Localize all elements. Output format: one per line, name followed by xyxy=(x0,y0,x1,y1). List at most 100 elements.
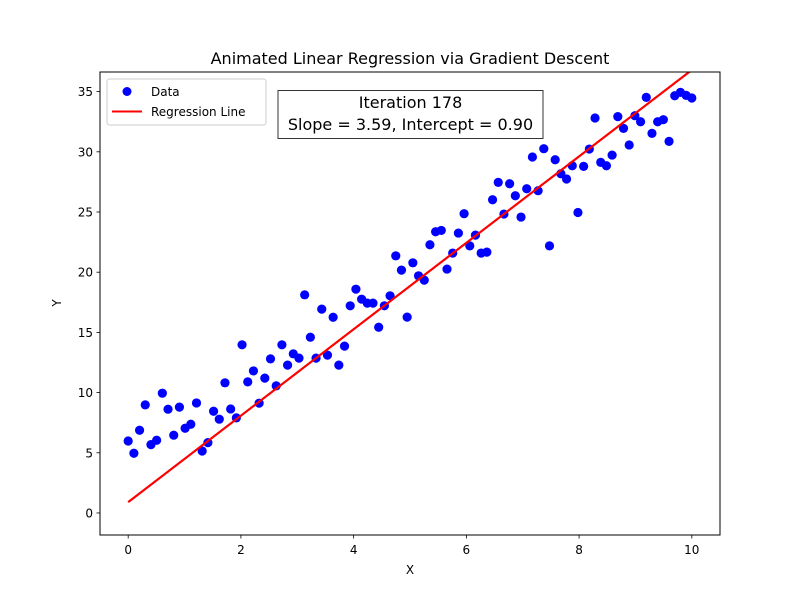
y-tick-label: 10 xyxy=(78,386,93,400)
axes-frame xyxy=(99,71,721,536)
data-point xyxy=(317,304,327,314)
data-point xyxy=(129,448,139,458)
data-point xyxy=(260,373,270,383)
data-point xyxy=(630,111,640,121)
x-tick-label: 10 xyxy=(684,543,699,557)
data-point xyxy=(328,312,338,322)
data-point xyxy=(516,212,526,222)
data-point xyxy=(510,191,520,201)
plot-area xyxy=(123,72,697,504)
data-point xyxy=(641,92,651,102)
data-point xyxy=(226,404,236,414)
data-point xyxy=(396,265,407,275)
legend-data-label: Data xyxy=(151,85,180,99)
y-axis-label: Y xyxy=(50,299,64,308)
data-point xyxy=(220,378,230,388)
x-tick-label: 4 xyxy=(350,543,358,557)
data-point xyxy=(539,144,549,154)
data-point xyxy=(402,312,412,322)
data-point xyxy=(465,241,475,251)
data-point xyxy=(408,258,418,268)
data-point xyxy=(550,155,560,165)
y-tick-label: 0 xyxy=(85,506,93,520)
legend-regression-label: Regression Line xyxy=(151,105,245,119)
data-point xyxy=(442,264,452,274)
data-point xyxy=(123,436,133,446)
data-point xyxy=(351,284,361,294)
legend-data-marker-icon xyxy=(122,87,132,96)
data-point xyxy=(186,419,196,429)
data-point xyxy=(647,128,657,138)
data-point xyxy=(561,174,572,184)
data-point xyxy=(618,123,629,133)
data-point xyxy=(482,247,492,257)
data-point xyxy=(391,251,401,261)
y-tick-label: 30 xyxy=(78,145,93,159)
data-point xyxy=(613,112,623,122)
y-tick-label: 5 xyxy=(85,446,93,460)
data-point xyxy=(157,388,167,398)
data-point xyxy=(305,332,315,342)
data-point xyxy=(635,117,646,127)
data-point xyxy=(248,366,259,376)
annotation-params-text: Slope = 3.59, Intercept = 0.90 xyxy=(288,115,533,134)
data-point xyxy=(174,402,185,412)
data-point xyxy=(607,150,617,160)
data-point xyxy=(214,414,224,424)
data-point xyxy=(294,353,304,363)
data-point xyxy=(140,400,150,410)
legend-box xyxy=(106,78,267,126)
data-point xyxy=(334,360,344,370)
regression-line xyxy=(127,72,691,504)
iteration-annotation: Iteration 178 Slope = 3.59, Intercept = … xyxy=(277,90,544,139)
data-point xyxy=(544,241,555,251)
data-point xyxy=(243,377,253,387)
x-axis-ticks: 0 2 4 6 8 10 xyxy=(124,535,699,557)
data-point xyxy=(624,140,634,150)
data-point xyxy=(374,322,384,332)
annotation-iteration-text: Iteration 178 xyxy=(359,93,463,112)
data-point xyxy=(453,228,463,238)
data-point xyxy=(459,209,469,219)
x-axis-label: X xyxy=(406,563,414,577)
data-point xyxy=(208,406,219,416)
data-point xyxy=(493,177,503,187)
data-point xyxy=(601,161,612,171)
legend: Data Regression Line xyxy=(106,78,267,126)
data-point xyxy=(573,207,583,218)
data-point xyxy=(265,354,276,364)
y-tick-label: 25 xyxy=(78,206,93,220)
chart-title: Animated Linear Regression via Gradient … xyxy=(211,49,610,68)
x-tick-label: 6 xyxy=(463,543,471,557)
data-point xyxy=(169,430,179,440)
data-point xyxy=(345,301,355,311)
data-point xyxy=(134,425,145,435)
data-point xyxy=(505,179,515,189)
data-point xyxy=(527,152,538,162)
data-point xyxy=(368,298,378,308)
data-point xyxy=(277,340,287,350)
data-point xyxy=(522,184,532,194)
y-tick-label: 20 xyxy=(78,266,93,280)
data-point xyxy=(425,240,435,250)
y-tick-label: 15 xyxy=(78,326,93,340)
data-scatter-series xyxy=(123,87,697,458)
data-point xyxy=(237,340,247,350)
data-point xyxy=(191,398,202,408)
data-point xyxy=(590,113,600,123)
y-axis-ticks: 0 5 10 15 20 25 30 35 xyxy=(78,85,100,520)
x-tick-label: 0 xyxy=(124,543,132,557)
data-point xyxy=(664,136,674,146)
data-point xyxy=(658,115,668,125)
data-point xyxy=(436,225,446,236)
data-point xyxy=(197,446,207,456)
data-point xyxy=(339,341,350,351)
data-point xyxy=(152,435,162,445)
data-point xyxy=(300,290,310,300)
data-point xyxy=(163,404,173,414)
x-tick-label: 2 xyxy=(237,543,245,557)
data-point xyxy=(687,93,697,103)
y-tick-label: 35 xyxy=(78,85,93,99)
data-point xyxy=(579,161,589,171)
